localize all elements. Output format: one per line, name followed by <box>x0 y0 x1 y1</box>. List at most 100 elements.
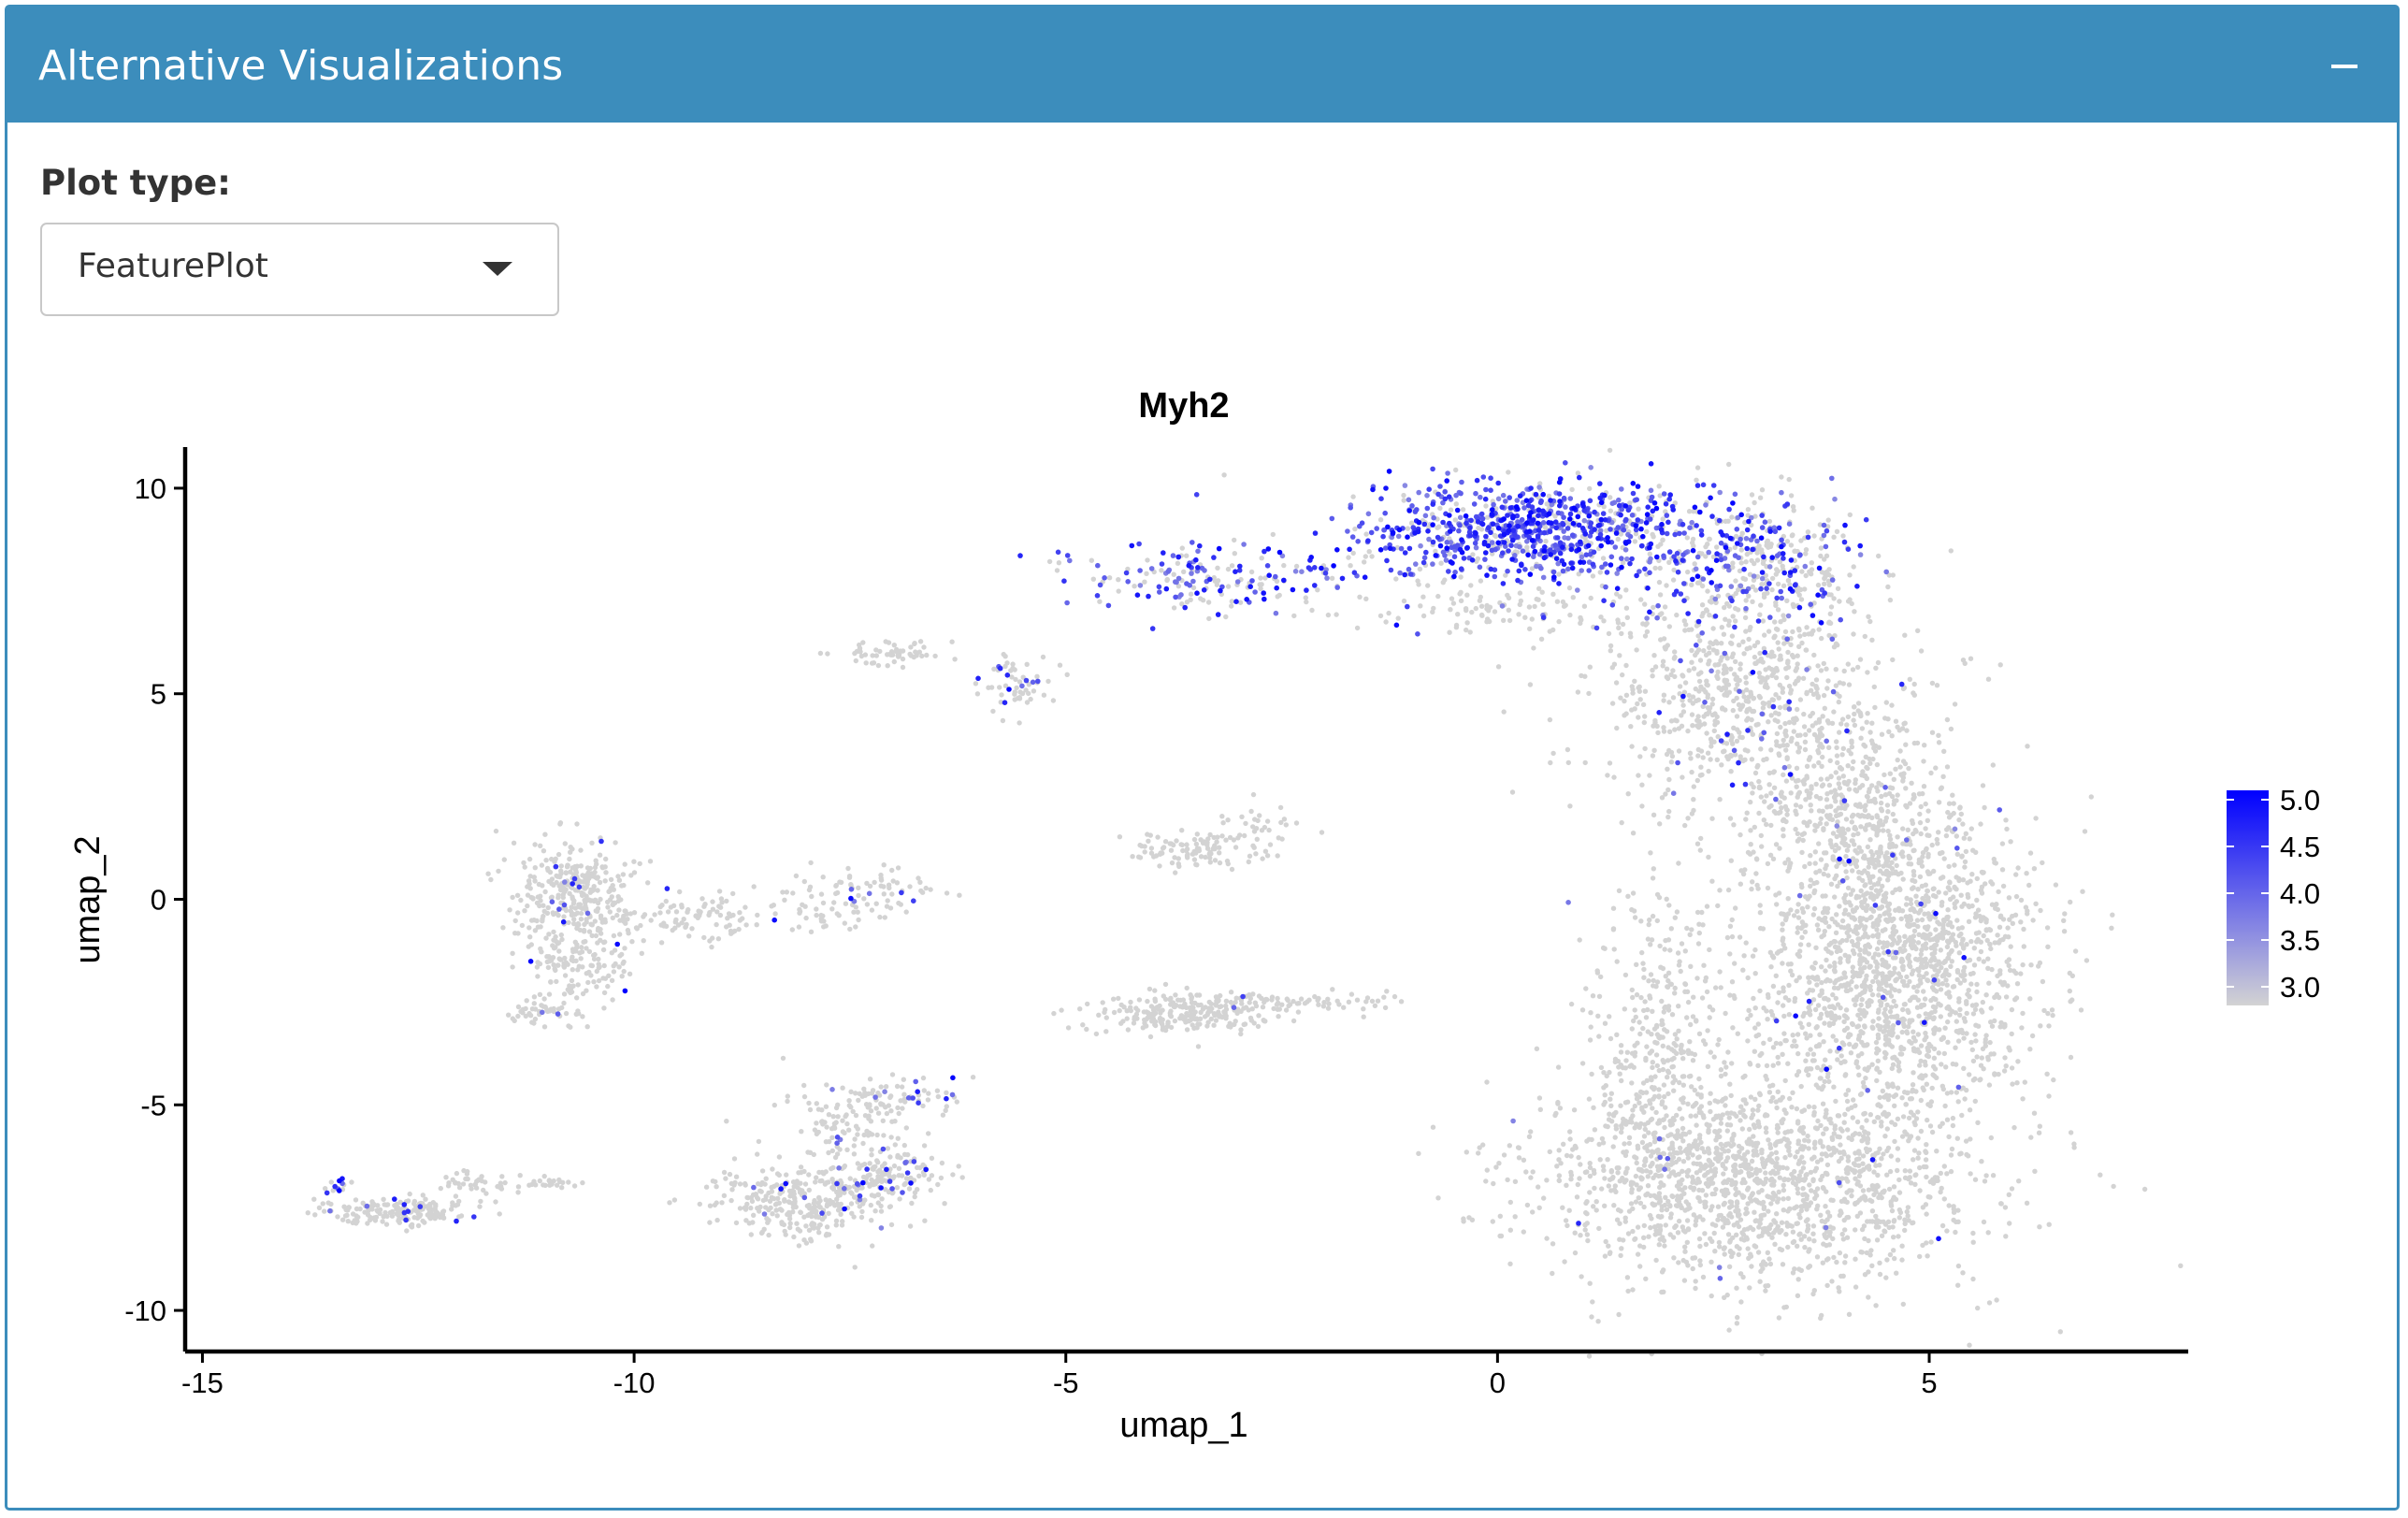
cell-point <box>1939 1062 1944 1067</box>
cell-point <box>1906 765 1911 772</box>
cell-point <box>1841 895 1847 901</box>
cell-point <box>1710 641 1716 647</box>
cell-point <box>1611 774 1617 780</box>
cell-point <box>1773 1164 1780 1170</box>
cell-point <box>1766 719 1771 725</box>
cell-point <box>1887 845 1893 850</box>
cell-point <box>1942 959 1948 964</box>
cell-point <box>1790 629 1795 635</box>
cell-point <box>1783 747 1789 753</box>
cell-point <box>1690 694 1696 700</box>
cell-point <box>1821 1131 1826 1136</box>
cell-point <box>2044 925 2051 931</box>
cell-point <box>1262 575 1268 581</box>
cell-point <box>1814 879 1820 886</box>
cell-point <box>1647 773 1652 778</box>
cell-point <box>1623 587 1629 593</box>
cell-point <box>1658 542 1664 547</box>
cell-point <box>1696 718 1702 724</box>
cell-point <box>1714 673 1720 679</box>
cell-point <box>1798 881 1805 888</box>
cell-point <box>1795 915 1802 920</box>
cell-point <box>1660 1235 1665 1240</box>
cell-point <box>1352 526 1358 532</box>
cell-point <box>1895 1167 1900 1174</box>
cell-point <box>1795 706 1800 713</box>
cell-point <box>1702 1173 1708 1178</box>
cell-point <box>1765 1017 1770 1022</box>
cell-point <box>1630 1107 1636 1113</box>
cell-point <box>1974 897 1980 904</box>
cell-point <box>1606 630 1612 637</box>
cell-point <box>1925 854 1931 860</box>
cell-point <box>1989 881 1996 887</box>
cell-point <box>1484 1167 1491 1173</box>
cell-point <box>1507 1261 1513 1267</box>
cell-point <box>1754 557 1761 563</box>
cell-point <box>1655 1213 1662 1220</box>
cell-point <box>1923 1202 1929 1207</box>
plot-type-select[interactable]: FeaturePlot <box>40 223 559 316</box>
cell-point <box>1953 1229 1958 1236</box>
cell-point <box>1767 1261 1774 1267</box>
cell-point <box>2001 1068 2008 1074</box>
cell-point <box>1704 730 1709 736</box>
cell-point <box>1841 1059 1847 1064</box>
cell-point <box>2027 1047 2033 1052</box>
cell-point <box>1870 756 1876 762</box>
cell-point <box>1816 916 1822 921</box>
cell-point <box>1759 1212 1765 1219</box>
cell-point <box>1144 571 1149 576</box>
cell-point <box>2006 962 2011 969</box>
cell-point <box>1739 1155 1745 1162</box>
cell-point <box>1686 692 1692 699</box>
cell-point <box>1884 990 1891 996</box>
cell-point <box>1903 786 1909 791</box>
cell-point <box>1737 677 1742 684</box>
cell-point <box>1825 905 1831 912</box>
cell-point <box>1935 841 1940 846</box>
cell-point <box>1634 647 1639 653</box>
cell-point <box>1810 505 1815 511</box>
cell-point <box>1979 890 1985 896</box>
cell-point <box>1651 1202 1657 1208</box>
cell-point <box>1849 1020 1855 1027</box>
cell-point <box>1941 748 1947 754</box>
cell-point <box>1902 1227 1908 1234</box>
cell-point <box>1859 726 1866 731</box>
cell-point <box>1972 1032 1978 1037</box>
cell-point <box>1624 1275 1631 1280</box>
cell-point <box>1550 1270 1555 1277</box>
cell-point <box>1606 1243 1611 1249</box>
cell-point <box>2046 1222 2052 1227</box>
cell-point <box>1752 770 1759 776</box>
cell-point <box>1810 1156 1815 1162</box>
cell-point <box>1781 1187 1787 1193</box>
cell-point <box>1826 1242 1833 1248</box>
cell-point <box>1846 1311 1853 1318</box>
cell-point <box>1860 1161 1866 1166</box>
cell-point <box>1919 1073 1925 1078</box>
cell-point <box>1965 891 1970 898</box>
cell-point <box>1846 1135 1852 1141</box>
cell-point <box>1833 667 1839 672</box>
cell-point <box>1750 790 1755 796</box>
cell-point <box>1766 1036 1773 1043</box>
cell-point <box>1783 733 1789 739</box>
cell-point <box>1811 888 1818 893</box>
cell-point <box>1763 677 1768 684</box>
cell-point <box>1874 961 1881 967</box>
cell-point <box>1924 1081 1929 1087</box>
cell-point <box>1858 803 1864 810</box>
cell-point <box>1972 1076 1978 1082</box>
cell-point <box>1855 1053 1862 1059</box>
cell-point <box>1813 1025 1819 1031</box>
cell-point <box>1568 1001 1575 1007</box>
cell-point <box>1632 706 1637 712</box>
cell-point <box>1661 698 1666 703</box>
cell-point <box>1805 1222 1811 1229</box>
cell-point <box>1703 543 1709 550</box>
cell-point <box>1721 1171 1726 1177</box>
collapse-button[interactable] <box>2321 45 2364 88</box>
cell-point <box>1768 747 1774 753</box>
